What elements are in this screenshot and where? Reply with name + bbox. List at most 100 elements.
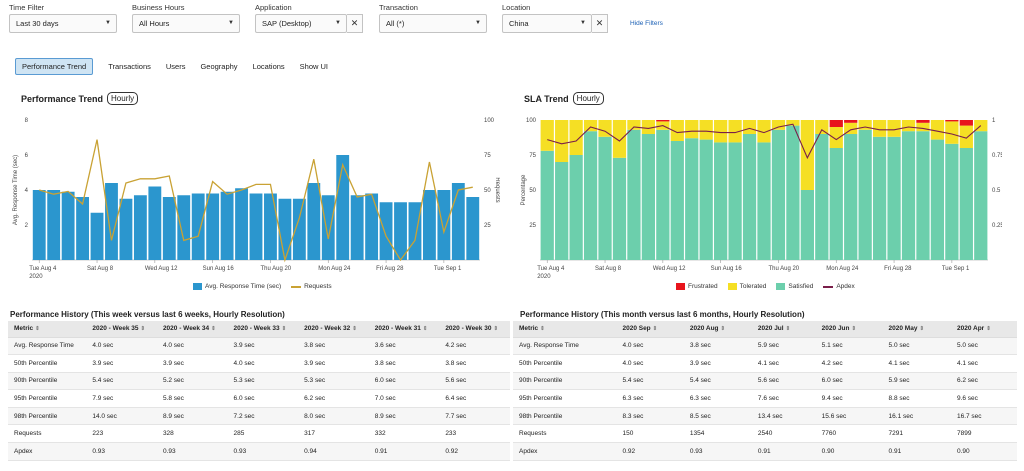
metric-value-cell: 3.9 sec	[683, 354, 752, 373]
location-select[interactable]: China ▼	[502, 14, 592, 33]
sla-trend-resolution-button[interactable]: Hourly	[572, 92, 604, 105]
metric-value-cell: 3.8 sec	[298, 337, 369, 356]
history-weeks-title: Performance History (This week versus la…	[10, 310, 285, 319]
satisfied-bar	[569, 155, 583, 260]
sort-icon: ⇕	[540, 326, 545, 333]
sort-icon: ⇕	[281, 326, 287, 333]
column-header[interactable]: 2020 Jun ⇕	[815, 321, 883, 338]
transaction-value: All (*)	[386, 19, 405, 28]
metric-name-cell: Requests	[513, 424, 617, 444]
performance-trend-title: Performance Trend Hourly	[21, 92, 139, 105]
metric-value-cell: 13.4 sec	[751, 407, 816, 426]
frustrated-bar	[829, 120, 843, 127]
table-row: 95th Percentile 7.9 sec 5.8 sec 6.0 sec 6.2 …	[8, 389, 510, 408]
location-clear-button[interactable]: ✕	[592, 14, 608, 33]
metric-value-cell: 3.8 sec	[439, 354, 510, 373]
tolerated-bar	[872, 120, 887, 137]
satisfied-bar	[627, 129, 641, 260]
metric-value-cell: 0.93	[86, 442, 157, 461]
column-header[interactable]: 2020 Aug ⇕	[683, 321, 752, 338]
y2-axis-label: Requests	[494, 177, 500, 202]
metric-value-cell: 5.9 sec	[882, 372, 951, 391]
metric-value-cell: 4.2 sec	[815, 354, 883, 373]
transaction-select[interactable]: All (*) ▼	[379, 14, 487, 33]
metric-value-cell: 328	[156, 424, 228, 444]
y2-tick-label: 100	[484, 118, 495, 124]
filter-label-application: Application	[255, 3, 292, 12]
chevron-down-icon: ▼	[580, 20, 586, 26]
business-hours-select[interactable]: All Hours ▼	[132, 14, 240, 33]
satisfied-bar	[916, 131, 930, 260]
column-header[interactable]: 2020 Sep ⇕	[616, 321, 684, 338]
tab-locations[interactable]: Locations	[252, 61, 285, 71]
metric-value-cell: 3.8 sec	[368, 354, 440, 373]
tab-geography[interactable]: Geography	[200, 61, 238, 71]
response-time-bar	[47, 190, 61, 260]
legend-label: Avg. Response Time (sec)	[205, 283, 282, 290]
column-header[interactable]: 2020 Apr ⇕	[950, 321, 1017, 338]
legend-item-response-time[interactable]: Avg. Response Time (sec)	[193, 283, 281, 290]
legend-item-apdex[interactable]: Apdex	[823, 283, 855, 290]
x-tick-label: 2020	[537, 274, 551, 280]
legend-item-tolerated[interactable]: Tolerated	[727, 283, 766, 290]
metric-value-cell: 15.6 sec	[815, 407, 883, 426]
column-header-label: 2020 - Week 31	[374, 325, 421, 333]
metric-value-cell: 6.4 sec	[439, 389, 510, 408]
performance-trend-resolution-button[interactable]: Hourly	[107, 92, 139, 105]
legend-item-satisfied[interactable]: Satisfied	[776, 283, 813, 290]
column-header[interactable]: 2020 - Week 33 ⇕	[227, 321, 299, 338]
metric-name-cell: Avg. Response Time	[513, 337, 617, 356]
satisfied-bar	[540, 150, 554, 260]
location-value: China	[509, 19, 529, 28]
tab-users[interactable]: Users	[165, 61, 186, 71]
application-clear-button[interactable]: ✕	[347, 14, 363, 33]
metric-value-cell: 4.1 sec	[950, 354, 1017, 373]
application-select[interactable]: SAP (Desktop) ▼	[255, 14, 347, 33]
column-header[interactable]: Metric ⇕	[8, 321, 87, 338]
column-header[interactable]: 2020 - Week 30 ⇕	[439, 321, 510, 338]
tolerated-bar	[829, 127, 843, 148]
hide-filters-link[interactable]: Hide Filters	[630, 20, 663, 27]
metric-name-cell: Avg. Response Time	[8, 337, 87, 356]
metric-value-cell: 0.92	[616, 442, 684, 461]
tab-transactions[interactable]: Transactions	[108, 61, 151, 71]
sort-icon: ⇕	[785, 326, 791, 333]
column-header[interactable]: 2020 Jul ⇕	[751, 321, 816, 338]
satisfied-bar	[699, 139, 713, 260]
metric-value-cell: 4.0 sec	[616, 337, 684, 356]
metric-value-cell: 2540	[751, 424, 816, 444]
tab-show-ui[interactable]: Show UI	[299, 61, 329, 71]
column-header[interactable]: Metric ⇕	[513, 321, 617, 338]
frustrated-bar	[959, 120, 973, 126]
x-tick-label: Wed Aug 12	[145, 266, 178, 272]
metric-value-cell: 150	[616, 424, 684, 444]
tolerated-bar	[685, 120, 699, 139]
x-tick-label: 2020	[29, 274, 43, 280]
y-tick-label: 50	[529, 188, 536, 194]
column-header[interactable]: 2020 - Week 35 ⇕	[86, 321, 157, 338]
column-header[interactable]: 2020 May ⇕	[882, 321, 951, 338]
tolerated-bar	[540, 120, 554, 151]
x-tick-label: Tue Aug 4	[29, 266, 57, 272]
sort-icon: ⇕	[493, 326, 499, 333]
column-header-label: 2020 - Week 34	[162, 325, 210, 333]
column-header[interactable]: 2020 - Week 32 ⇕	[298, 321, 369, 338]
column-header-label: 2020 May	[888, 325, 918, 333]
y2-tick-label: 50	[484, 188, 491, 194]
metric-name-cell: Apdex	[513, 442, 617, 461]
legend-item-frustrated[interactable]: Frustrated	[676, 283, 718, 290]
apdex-line	[547, 123, 982, 160]
satisfied-bar	[800, 190, 814, 260]
column-header[interactable]: 2020 - Week 31 ⇕	[368, 321, 440, 338]
column-header[interactable]: 2020 - Week 34 ⇕	[156, 321, 228, 338]
legend-item-requests[interactable]: Requests	[291, 283, 332, 290]
metric-value-cell: 4.0 sec	[227, 354, 299, 373]
chevron-down-icon: ▼	[105, 20, 111, 26]
x-tick-label: Wed Aug 12	[653, 266, 686, 272]
tab-performance-trend[interactable]: Performance Trend	[15, 57, 94, 75]
response-time-bar	[220, 191, 234, 260]
time-filter-select[interactable]: Last 30 days ▼	[9, 14, 117, 33]
response-time-bar	[177, 195, 191, 260]
response-time-bar	[321, 195, 335, 260]
sla-trend-title-text: SLA Trend	[524, 93, 569, 104]
